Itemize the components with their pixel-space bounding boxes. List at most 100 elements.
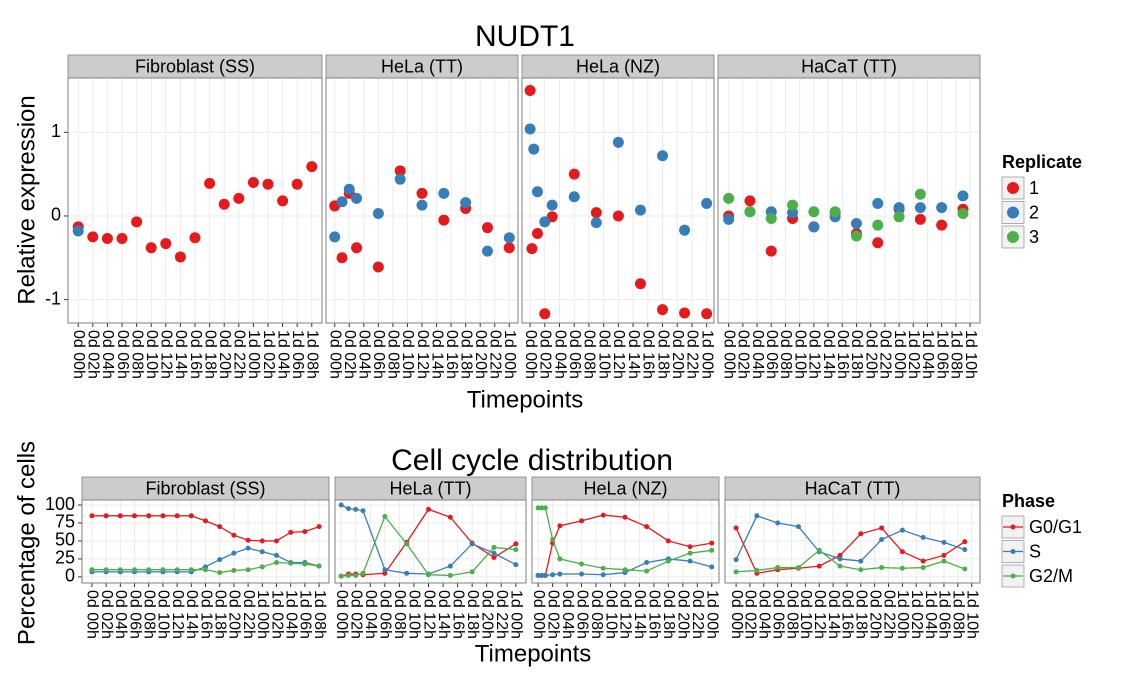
x-tick-label: 0d 20h (866, 590, 883, 639)
data-point (351, 192, 363, 204)
x-tick-label: 0d 02h (341, 330, 358, 379)
x-tick-label: 0d 14h (631, 590, 648, 639)
data-point (273, 552, 279, 558)
data-point (145, 242, 157, 254)
data-point (590, 207, 602, 219)
data-point (665, 538, 671, 544)
legend-symbol (1007, 182, 1019, 194)
data-point (701, 308, 713, 320)
x-tick-label: 0d 12h (811, 590, 828, 639)
data-point (336, 196, 348, 208)
data-point (754, 567, 760, 573)
data-point (316, 524, 322, 530)
data-point (447, 572, 453, 578)
data-point (338, 573, 344, 579)
data-point (288, 529, 294, 535)
x-tick-label: 0d 16h (187, 330, 204, 379)
data-point (941, 539, 947, 545)
x-tick-label: 0d 14h (820, 330, 837, 379)
facet-label: HeLa (TT) (381, 56, 463, 76)
data-point (491, 544, 497, 550)
x-tick-label: 1d 00h (254, 590, 271, 639)
data-point (526, 243, 538, 255)
x-tick-label: 0d 16h (197, 590, 214, 639)
data-point (872, 197, 884, 209)
x-tick-label: 0d 02h (735, 330, 752, 379)
data-point (277, 195, 289, 207)
x-tick-label: 0d 08h (783, 590, 800, 639)
data-point (542, 572, 548, 578)
data-point (231, 532, 237, 538)
data-point (174, 251, 186, 263)
data-point (687, 550, 693, 556)
x-tick-label: 0d 02h (544, 590, 561, 639)
x-tick-label: 0d 14h (825, 590, 842, 639)
data-point (360, 508, 366, 514)
data-point (775, 520, 781, 526)
data-point (612, 136, 624, 148)
data-point (644, 568, 650, 574)
data-point (89, 567, 95, 573)
data-point (795, 565, 801, 571)
data-point (914, 213, 926, 225)
panel-border (81, 499, 330, 584)
x-tick-label: 0d 18h (211, 590, 228, 639)
x-tick-label: 0d 20h (478, 590, 495, 639)
x-tick-label: 1d 00h (891, 330, 908, 379)
data-point (524, 123, 536, 135)
data-point (233, 192, 245, 204)
x-tick-label: 0d 16h (839, 590, 856, 639)
data-point (550, 537, 556, 543)
x-tick-label: 1d 02h (905, 330, 922, 379)
data-point (259, 538, 265, 544)
y-tick-label: 0 (65, 566, 75, 586)
y-tick-label: -1 (45, 288, 61, 308)
data-point (657, 304, 669, 316)
data-point (723, 192, 735, 204)
data-point (557, 556, 563, 562)
x-tick-label: 0d 12h (610, 330, 627, 379)
x-tick-label: 0d 10h (406, 590, 423, 639)
data-point (962, 566, 968, 572)
y-tick-label: 50 (55, 530, 75, 550)
data-point (765, 245, 777, 257)
data-point (345, 506, 351, 512)
series-line (736, 549, 965, 573)
data-point (72, 225, 84, 237)
x-tick-label: 0d 02h (98, 590, 115, 639)
x-tick-label: 0d 08h (128, 330, 145, 379)
data-point (858, 567, 864, 573)
x-tick-label: 0d 18h (457, 330, 474, 379)
data-point (353, 572, 359, 578)
data-point (634, 278, 646, 290)
data-point (116, 233, 128, 245)
data-point (941, 558, 947, 564)
data-point (941, 552, 947, 558)
x-tick-label: 1d 00h (698, 330, 715, 379)
data-point (87, 231, 99, 243)
data-point (531, 186, 543, 198)
x-tick-label: 0d 16h (443, 330, 460, 379)
x-tick-label: 0d 10h (791, 330, 808, 379)
data-point (914, 202, 926, 214)
y-tick-label: 25 (55, 548, 75, 568)
data-point (709, 540, 715, 546)
x-tick-label: 0d 02h (537, 330, 554, 379)
data-point (539, 308, 551, 320)
data-point (203, 518, 208, 524)
x-tick-label: 0d 12h (420, 590, 437, 639)
legend-title: Phase (1002, 491, 1055, 511)
data-point (879, 565, 885, 571)
data-point (622, 567, 628, 573)
facet-label: HeLa (TT) (389, 478, 471, 498)
x-tick-label: 0d 18h (464, 590, 481, 639)
data-point (893, 211, 905, 223)
x-tick-label: 0d 22h (880, 590, 897, 639)
x-tick-label: 1d 06h (289, 330, 306, 379)
x-tick-label: 0d 18h (201, 330, 218, 379)
data-point (245, 537, 251, 543)
x-tick-label: 0d 08h (391, 590, 408, 639)
data-point (503, 232, 515, 244)
data-point (644, 560, 650, 566)
data-point (306, 161, 318, 173)
